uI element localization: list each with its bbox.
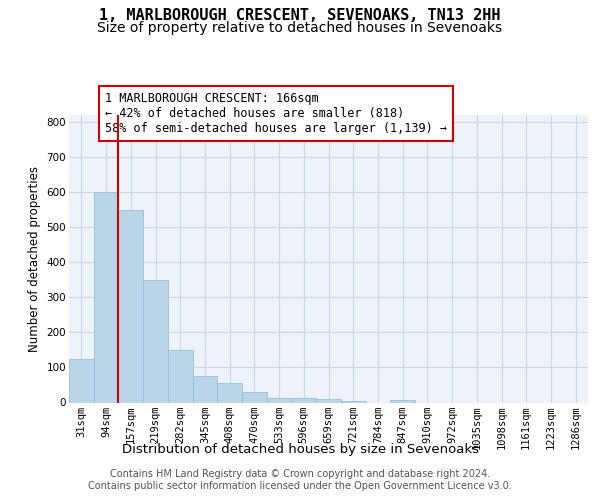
Bar xyxy=(292,398,316,402)
Text: Contains HM Land Registry data © Crown copyright and database right 2024.
Contai: Contains HM Land Registry data © Crown c… xyxy=(88,470,512,491)
Bar xyxy=(341,400,365,402)
Bar xyxy=(242,392,267,402)
Text: 1, MARLBOROUGH CRESCENT, SEVENOAKS, TN13 2HH: 1, MARLBOROUGH CRESCENT, SEVENOAKS, TN13… xyxy=(99,8,501,22)
Bar xyxy=(168,350,193,403)
Bar xyxy=(94,192,118,402)
Bar xyxy=(193,376,217,402)
Y-axis label: Number of detached properties: Number of detached properties xyxy=(28,166,41,352)
Bar xyxy=(217,383,242,402)
Bar xyxy=(390,400,415,402)
Text: Size of property relative to detached houses in Sevenoaks: Size of property relative to detached ho… xyxy=(97,21,503,35)
Bar xyxy=(118,210,143,402)
Text: 1 MARLBOROUGH CRESCENT: 166sqm
← 42% of detached houses are smaller (818)
58% of: 1 MARLBOROUGH CRESCENT: 166sqm ← 42% of … xyxy=(106,92,448,135)
Bar xyxy=(267,398,292,402)
Bar xyxy=(316,399,341,402)
Text: Distribution of detached houses by size in Sevenoaks: Distribution of detached houses by size … xyxy=(121,442,479,456)
Bar xyxy=(143,280,168,402)
Bar xyxy=(69,358,94,403)
